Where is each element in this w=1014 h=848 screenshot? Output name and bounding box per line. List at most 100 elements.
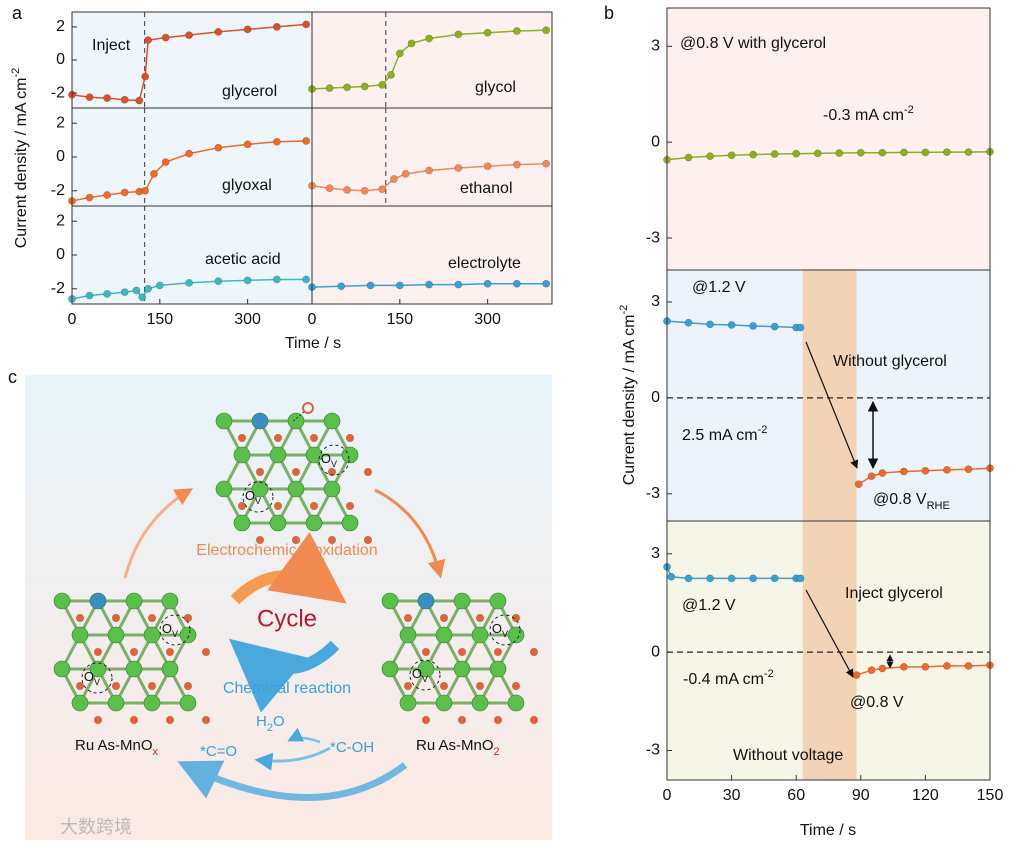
text: O — [492, 621, 502, 636]
data-point — [425, 280, 433, 289]
oxygen-atom — [494, 716, 502, 724]
mn-atom — [381, 592, 399, 610]
mn-atom — [287, 412, 305, 430]
superscript: -2 — [10, 68, 22, 78]
text: @0.8 V — [850, 694, 904, 711]
molecule-label: H2O — [256, 713, 285, 734]
oxygen-atom — [530, 648, 538, 656]
x-tick-label: 150 — [977, 787, 1004, 804]
text: -0.4 mA cm — [683, 671, 764, 688]
data-point — [921, 662, 930, 671]
molecule-label: *C-OH — [330, 739, 374, 756]
arrow — [177, 760, 408, 801]
subplot: -2 0 2 glyoxal — [51, 107, 313, 207]
text: H — [256, 713, 267, 730]
annotation: Inject glycerol — [845, 585, 943, 602]
data-point — [706, 574, 714, 583]
data-point — [343, 186, 352, 194]
text: O — [412, 666, 422, 681]
text: O — [162, 621, 172, 636]
cycle-arrow — [228, 638, 340, 713]
mn-atom — [489, 660, 507, 678]
data-point — [325, 84, 334, 93]
oxygen-atom — [440, 682, 448, 690]
y-tick-label: 2 — [56, 114, 65, 131]
mn-atom — [305, 514, 323, 532]
y-tick-label: 3 — [651, 545, 660, 562]
ru-atom — [89, 592, 107, 610]
data-point — [706, 152, 714, 161]
x-tick-label: 150 — [146, 311, 173, 328]
data-point — [727, 151, 736, 160]
data-point — [921, 148, 930, 157]
x-tick-label: 0 — [308, 311, 317, 328]
data-point — [964, 465, 973, 474]
data-point — [852, 671, 861, 679]
oxygen-atom — [112, 682, 120, 690]
data-point — [185, 149, 193, 158]
subscript: 2 — [267, 722, 273, 734]
plot-frame — [666, 520, 991, 781]
superscript: -2 — [758, 424, 768, 436]
oxygen-atom — [292, 536, 300, 544]
data-point — [770, 322, 779, 331]
y-tick-label: 0 — [651, 133, 660, 150]
vacancy — [409, 659, 441, 691]
material-label: Ru As-MnO2 — [416, 737, 500, 758]
vacancy-label: OV — [321, 451, 337, 469]
oxygen-atom — [130, 716, 138, 724]
data-point — [684, 153, 693, 162]
text: O — [245, 488, 255, 503]
mn-atom — [125, 660, 143, 678]
x-tick-label: 300 — [234, 311, 261, 328]
y-axis-label: Current density / mA cm-2 — [618, 305, 638, 486]
data-point — [272, 22, 281, 31]
data-point — [141, 72, 150, 81]
data-point — [749, 150, 758, 159]
plot-background — [312, 206, 552, 304]
oxygen-atom — [328, 536, 336, 544]
data-point — [185, 278, 193, 287]
oxygen-atom — [494, 648, 502, 656]
panel-label: b — [604, 3, 614, 23]
text: Without voltage — [733, 747, 843, 764]
data-point — [150, 169, 158, 178]
plot-background — [72, 108, 312, 206]
mn-atom — [471, 626, 489, 644]
data-point — [667, 572, 676, 581]
subplot: -2 0 2 Inject glycerol — [51, 11, 313, 109]
mn-atom — [435, 694, 453, 712]
data-point — [85, 291, 94, 300]
data-point — [103, 191, 112, 199]
data-point — [835, 149, 844, 157]
data-point — [684, 318, 693, 327]
molecule-label: *C=O — [200, 743, 237, 760]
x-tick-label: 150 — [386, 311, 413, 328]
text: glycerol — [222, 83, 277, 100]
oxygen-atom — [274, 502, 282, 510]
ru-atom — [417, 592, 435, 610]
x-axis-label: Time / s — [800, 822, 856, 839]
subplot: glycol — [308, 11, 553, 109]
y-tick-label: -2 — [51, 182, 65, 199]
panel-label: c — [8, 367, 17, 387]
mn-atom — [489, 592, 507, 610]
mn-atom — [287, 480, 305, 498]
watermark: 大数跨境 — [60, 817, 132, 837]
oxygen-atom — [202, 648, 210, 656]
text: Ru As-MnO — [75, 737, 153, 754]
data-point — [512, 27, 521, 35]
text: Ru As-MnO — [416, 737, 494, 754]
mn-atom — [453, 660, 471, 678]
plot-background — [312, 12, 552, 108]
diagram-label: Electrochemical oxidation — [196, 542, 377, 559]
mn-atom — [233, 446, 251, 464]
data-point — [425, 34, 433, 43]
vacancy — [159, 614, 191, 646]
oxygen-atom — [512, 682, 520, 690]
oxygen-atom — [364, 468, 372, 476]
text: ethanol — [460, 180, 513, 197]
